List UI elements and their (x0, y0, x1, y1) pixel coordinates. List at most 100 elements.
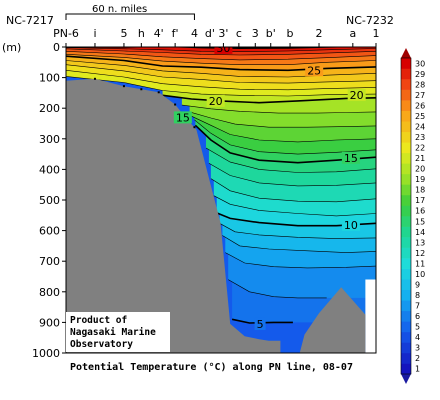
chart-title: Potential Temperature (°C) along PN line… (70, 361, 353, 373)
y-axis-label: (m) (2, 41, 21, 54)
colorbar-swatch (401, 279, 411, 291)
isotherm-26 (66, 54, 376, 65)
credit-line-1: Product of (70, 315, 127, 326)
colorbar-swatch (401, 226, 411, 238)
no-data-region (365, 279, 376, 353)
colorbar-label: 29 (415, 70, 425, 79)
contour-label-bg (341, 151, 360, 164)
colorbar-label: 1 (415, 365, 420, 374)
colorbar-swatch (401, 363, 411, 375)
colorbar-label: 15 (415, 217, 425, 226)
contour-label-bg (305, 64, 324, 77)
colorbar-label: 30 (415, 59, 425, 68)
isotherm-9 (219, 223, 376, 239)
isotherm-28 (66, 48, 376, 56)
bottom-sample-marker (174, 103, 177, 106)
isotherm-18 (189, 111, 376, 128)
colorbar-label: 8 (415, 291, 420, 300)
y-tick-label: 1000 (32, 347, 60, 360)
bottom-sample-marker (140, 88, 143, 91)
right-end-station: NC-7232 (346, 14, 394, 27)
colorbar-max-arrow (401, 48, 411, 58)
y-tick-label: 200 (39, 102, 60, 115)
station-label: h (138, 27, 145, 40)
colorbar-swatch (401, 58, 411, 69)
left-end-station: NC-7217 (6, 14, 54, 27)
bottom-sample-marker (122, 85, 125, 88)
colorbar-swatch (401, 163, 411, 175)
colorbar-swatch (401, 110, 411, 122)
colorbar-swatch (401, 121, 411, 133)
isotherm-20 (162, 94, 376, 104)
station-label: i (93, 27, 96, 40)
station-label: PN-6 (53, 27, 79, 40)
contour-label: 15 (344, 152, 358, 165)
isotherm-16 (194, 119, 376, 155)
colorbar-label: 24 (415, 122, 425, 131)
station-label: 4' (154, 27, 164, 40)
seamount (299, 287, 366, 353)
colorbar-label: 26 (415, 101, 425, 110)
isotherm-8 (222, 235, 376, 253)
colorbar-label: 4 (415, 333, 420, 342)
bottom-sample-marker (93, 77, 96, 80)
colorbar-label: 11 (415, 259, 425, 268)
colorbar-label: 14 (415, 228, 425, 237)
colorbar-swatch (401, 342, 411, 354)
colorbar-label: 19 (415, 175, 425, 184)
scale-bar-label: 60 n. miles (92, 4, 147, 15)
colorbar-label: 22 (415, 144, 425, 153)
colorbar-label: 18 (415, 186, 425, 195)
colorbar-swatch (401, 331, 411, 343)
isotherm-21 (66, 76, 376, 97)
y-tick-label: 700 (39, 255, 60, 268)
colorbar-swatch (401, 237, 411, 248)
colorbar-label: 21 (415, 154, 425, 163)
colorbar-swatch (401, 247, 411, 259)
colorbar-label: 7 (415, 302, 420, 311)
colorbar-swatch (401, 100, 411, 111)
colorbar-label: 13 (415, 238, 425, 247)
contour-label: 5 (257, 318, 264, 331)
y-tick-label: 0 (53, 41, 60, 54)
y-tick-label: 100 (39, 72, 60, 85)
contour-label-bg (173, 111, 192, 124)
colorbar-label: 28 (415, 80, 425, 89)
plot-area: 30 25 20 20 15 15 10 5 (65, 42, 377, 354)
isotherm-14 (205, 147, 376, 173)
scale-bar (65, 13, 195, 20)
contour-label: 10 (344, 219, 358, 232)
colorbar-swatch (401, 268, 411, 280)
isotherm-23 (66, 64, 376, 84)
isotherm-27 (66, 51, 376, 61)
colorbar-frame (400, 57, 412, 375)
y-tick-label: 300 (39, 133, 60, 146)
colorbar-label: 20 (415, 165, 425, 174)
y-tick-label: 600 (39, 225, 60, 238)
contour-label-bg (254, 317, 266, 330)
station-label: 1 (373, 27, 380, 40)
bottom-sample-marker (157, 91, 160, 94)
contour-label: 20 (350, 89, 364, 102)
credit-line-2: Nagasaki Marine (70, 327, 156, 338)
station-label: d' (205, 27, 215, 40)
contour-label-bg (214, 47, 233, 54)
colorbar-swatch (401, 321, 411, 333)
isotherm-19 (181, 104, 376, 114)
station-label: 3 (252, 27, 259, 40)
station-label: 3' (218, 27, 228, 40)
colorbar-swatch (401, 173, 411, 185)
station-label: 2 (316, 27, 323, 40)
bottom-sample-marker (193, 126, 196, 129)
isotherm-11 (213, 195, 376, 217)
contour-label: 25 (307, 64, 321, 77)
colorbar-label: 10 (415, 270, 425, 279)
contour-label: 30 (216, 42, 230, 55)
colorbar-label: 17 (415, 196, 425, 205)
colorbar-swatch (401, 152, 411, 164)
station-label: f' (172, 27, 179, 40)
station-label: b' (266, 27, 276, 40)
colorbar-swatch (401, 79, 411, 90)
contour-label-bg (341, 218, 360, 231)
